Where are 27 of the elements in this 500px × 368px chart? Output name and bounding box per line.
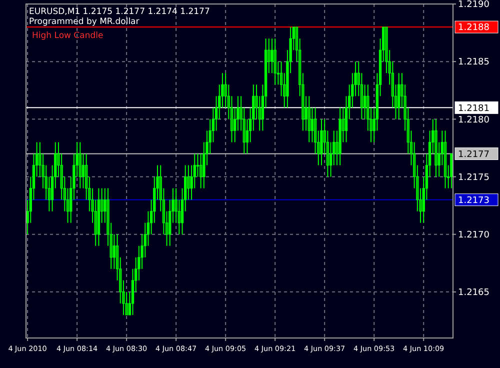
candlestick [196,153,200,178]
candlestick [199,153,202,189]
y-tick-label: 1.2170 [458,230,490,240]
y-tick-label: 1.2175 [458,172,490,183]
candlestick [363,84,366,120]
candlestick [450,153,453,189]
candlestick [398,72,400,120]
candlestick [310,107,314,143]
ref-line-label: 1.2177 [458,150,490,160]
annotation: High Low Candle [32,31,104,41]
candlestick [320,118,323,166]
text: Programmed by MR.dollar [29,17,140,27]
candlestick [274,38,276,86]
ref-line-label: 1.2188 [458,23,490,34]
candlestick [187,164,190,200]
y-tick-label: 1.2180 [458,115,490,126]
candlestick [78,142,82,189]
y-tick-label: 1.2185 [458,58,490,68]
y-tick-label: 1.2190 [458,0,490,10]
y-tick-label: 1.2165 [458,288,490,298]
ref-line-label: 1.2173 [458,196,490,206]
candlestick [308,96,310,143]
candlestick [112,234,116,270]
ref-line-label: 1.2181 [458,104,490,114]
chart-title: EURUSD,M1 1.2175 1.2177 1.2174 1.2177 [29,7,210,17]
candlestick [82,153,85,189]
candlestick [270,38,274,74]
